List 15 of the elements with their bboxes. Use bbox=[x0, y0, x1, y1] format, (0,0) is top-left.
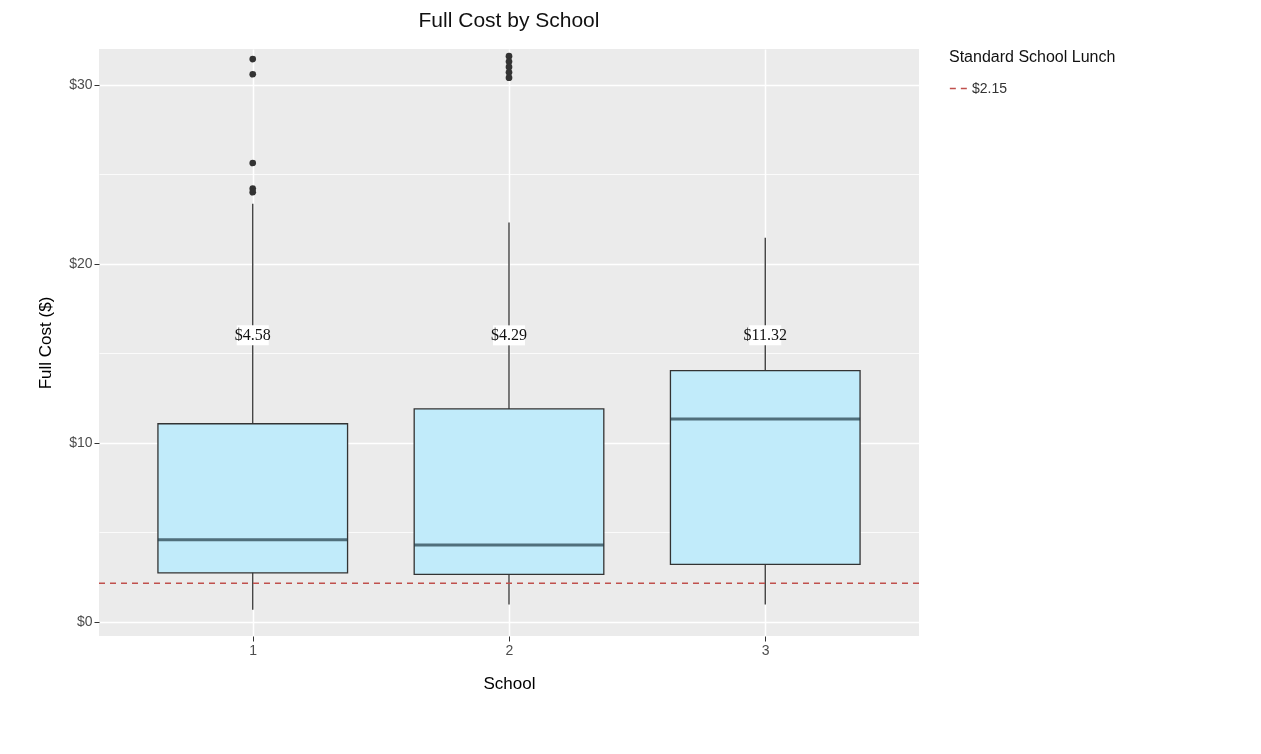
legend-label: $2.15 bbox=[972, 79, 1008, 96]
y-tick-label: $20 bbox=[69, 255, 93, 272]
y-tick-label: $10 bbox=[69, 434, 93, 451]
y-tick-label: $30 bbox=[69, 76, 93, 93]
legend-title: Standard School Lunch bbox=[949, 48, 1116, 65]
annotation: $4.58 bbox=[234, 326, 271, 344]
x-axis-title: School bbox=[483, 673, 536, 693]
annotation: $4.29 bbox=[491, 326, 527, 344]
chart-title: Full Cost by School bbox=[418, 8, 600, 31]
x-tick-label: 1 bbox=[249, 641, 258, 658]
x-tick-label: 2 bbox=[505, 641, 514, 658]
y-tick-label: $0 bbox=[76, 613, 93, 630]
annotation: $11.32 bbox=[743, 326, 787, 344]
x-tick-label: 3 bbox=[761, 641, 770, 658]
y-axis-title: Full Cost ($) bbox=[36, 296, 56, 390]
